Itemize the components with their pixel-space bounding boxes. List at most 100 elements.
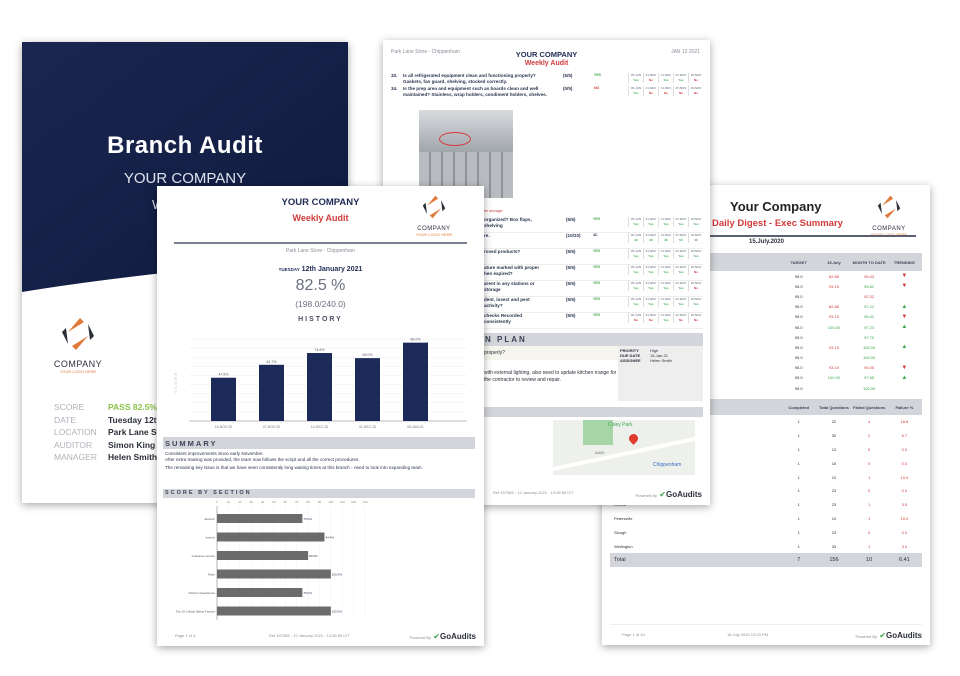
- section-bar: [217, 551, 309, 560]
- day-cell: [816, 291, 851, 301]
- trend-cell: [887, 332, 922, 342]
- table-row: Petersville 1 10 1 10.0: [610, 512, 922, 526]
- x-tick-label: 60: [284, 500, 288, 504]
- y-tick-label: Team: [208, 573, 216, 577]
- cover-field: SCORE PASS 82.5%: [54, 402, 165, 415]
- table-row: 95.0 100.00: [610, 353, 922, 363]
- footer-page: Page 1 of 4: [175, 633, 196, 638]
- mid-date: JAN 12 2021: [671, 49, 700, 55]
- annotation-circle: [439, 132, 471, 146]
- history-date: 14-DEC: [660, 73, 672, 77]
- cell-c: 1: [797, 433, 800, 439]
- history-cell: 27-NOV No: [673, 86, 688, 96]
- summary-line: After extra training was provided, the t…: [165, 457, 360, 462]
- table-row: 1 13 0 0.0: [610, 443, 922, 457]
- check-icon: ✔: [659, 490, 666, 499]
- history-date: 14-DEC: [660, 233, 672, 237]
- day-cell: 82.86: [828, 273, 839, 279]
- divider: [610, 235, 916, 237]
- history-cell: 05-JAN Yes: [628, 297, 643, 307]
- photo-caption: ...tter storage: [479, 208, 503, 213]
- question-text: roved products?: [484, 249, 521, 254]
- front-day: TUESDAY: [278, 267, 300, 272]
- history-date: 16-NOV: [690, 249, 702, 253]
- history-date: 05-JAN: [630, 233, 642, 237]
- history-grid: 05-JAN Yes 31-DEC Yes 14-DEC Yes 27-NOV Yes 16-N…: [628, 249, 703, 259]
- location-name: Slough: [614, 529, 627, 535]
- history-value: No: [694, 270, 698, 274]
- cell-f: 0: [868, 529, 871, 535]
- cell-c: 1: [797, 474, 800, 480]
- column-header: Failed Questions: [853, 404, 886, 410]
- map-town-label: Chippenham: [653, 462, 682, 468]
- history-value: Yes: [633, 91, 639, 95]
- logo-tagline: YOUR LOGO HERE: [415, 232, 453, 237]
- mtd-cell: 95.41: [864, 314, 875, 320]
- history-value: Yes: [678, 222, 684, 226]
- footer-ref: Ref 437589 - 12 January 2021 - 13:45:55 …: [493, 490, 574, 495]
- history-date: 27-NOV: [675, 281, 687, 285]
- day-cell: [816, 332, 851, 342]
- history-cell: 27-NOV Yes: [673, 265, 688, 275]
- logo-tagline: YOUR LOGO HERE: [59, 369, 97, 374]
- location-map[interactable]: Coley Park A420 Chippenham: [553, 420, 695, 475]
- question-answer: YES: [593, 297, 601, 301]
- trend-cell: ▼: [887, 281, 922, 291]
- history-cell: 05-JAN 4C: [628, 233, 643, 243]
- history-value: Yes: [648, 254, 654, 258]
- history-date: 27-NOV: [675, 86, 687, 90]
- history-date: 05-JAN: [630, 73, 642, 77]
- trend-cell: ▲: [887, 342, 922, 352]
- table-row: 95.0 82.86 97.22 ▲: [610, 302, 922, 312]
- total-c: 7: [797, 556, 801, 563]
- cell-t: 30: [831, 433, 837, 439]
- history-value: Yes: [633, 254, 639, 258]
- history-grid: 05-JAN Yes 31-DEC Yes 14-DEC Yes 27-NOV Yes 16-N…: [628, 265, 703, 275]
- column-header: Total Questions: [818, 404, 849, 410]
- cell-f: 1: [868, 502, 871, 508]
- question-answer: YES: [593, 249, 601, 253]
- history-cell: 05-JAN No: [628, 313, 643, 323]
- history-cell: 31-DEC No: [643, 313, 658, 323]
- question-text: ature marked with proper hen expired?: [484, 265, 540, 276]
- column-header: Completed: [788, 404, 810, 410]
- history-cell: 27-NOV No: [673, 313, 688, 323]
- history-value: Yes: [663, 78, 669, 82]
- history-cell: 31-DEC No: [643, 86, 658, 96]
- question-text: re.: [484, 233, 490, 238]
- front-score: 82.5 %: [295, 277, 346, 294]
- cell-f: 0: [868, 488, 871, 494]
- cell-p: 18.8: [900, 419, 909, 425]
- cover-field: MANAGER Helen Smith: [54, 452, 165, 465]
- field-value: Helen Smith: [108, 452, 158, 462]
- history-cell: 16-NOV No: [688, 265, 703, 275]
- question-number: 34.: [391, 86, 398, 91]
- history-value: Yes: [663, 286, 669, 290]
- table-row: 95.0 100.00 97.85 ▲: [610, 373, 922, 383]
- cell-p: 6.7: [901, 433, 908, 439]
- question-answer: YES: [593, 217, 601, 221]
- location-name: Wellington: [614, 543, 633, 549]
- table-row: 95.0 82.86 95.43 ▼: [610, 271, 922, 281]
- powered-by: Powered By ✔GoAudits: [635, 490, 702, 499]
- history-bar: [307, 353, 332, 421]
- field-value: Park Lane Sto: [108, 427, 165, 437]
- cover-company: YOUR COMPANY: [123, 170, 247, 187]
- cell-p: 0.0: [901, 446, 908, 452]
- history-value: Yes: [693, 302, 699, 306]
- check-icon: ✔: [433, 632, 440, 641]
- x-tick-label: 50: [272, 500, 276, 504]
- target-cell: 95.0: [794, 273, 803, 279]
- table-row: Slough 1 23 0 0.0: [610, 525, 922, 539]
- target-cell: 95.0: [794, 344, 803, 350]
- x-tick-label: 130: [362, 500, 367, 504]
- table-row: 95.0 93.10 100.00 ▲: [610, 342, 922, 352]
- history-date: 05-JAN: [630, 281, 642, 285]
- history-cell: 05-JAN Yes: [628, 73, 643, 83]
- cell-t: 15: [831, 460, 837, 466]
- cell-p: 3.0: [901, 543, 908, 549]
- cell-t: 22: [831, 419, 837, 425]
- history-date: 27-NOV: [675, 73, 687, 77]
- history-value: 4C: [649, 238, 653, 242]
- map-road-label: A420: [595, 450, 605, 455]
